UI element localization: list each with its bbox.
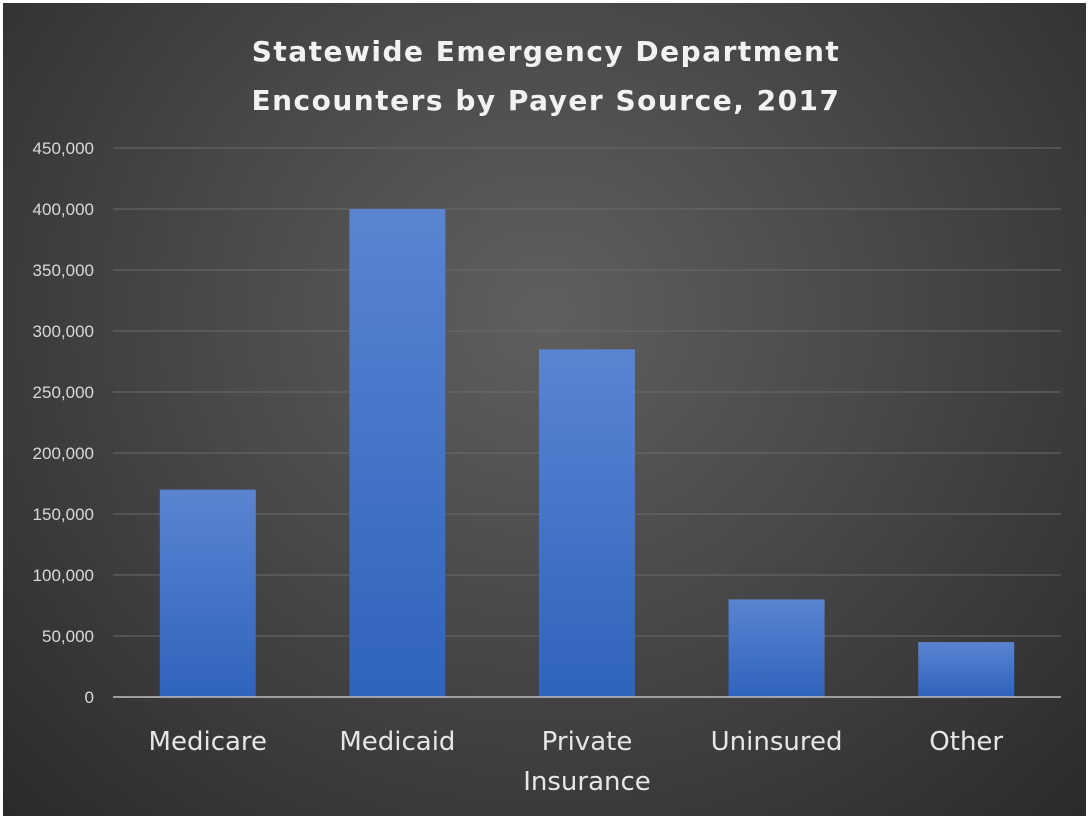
y-tick-label: 450,000	[33, 139, 94, 158]
y-tick-label: 50,000	[42, 627, 94, 646]
x-category-label: Uninsured	[711, 727, 843, 757]
chart-title: Statewide Emergency Department Encounter…	[251, 35, 841, 117]
y-tick-label: 350,000	[33, 261, 94, 280]
bar-medicare	[159, 489, 256, 697]
bar-other	[918, 642, 1015, 697]
chart-title-line-2: Encounters by Payer Source, 2017	[251, 84, 840, 117]
x-category-label: Medicare	[149, 727, 268, 757]
y-tick-label: 150,000	[33, 505, 94, 524]
y-axis-tick-labels: 0 50,000 100,000 150,000 200,000 250,000 300,0…	[33, 139, 94, 707]
bar-uninsured	[728, 599, 825, 697]
x-category-label: Private Insurance	[523, 727, 651, 797]
x-category-label: Other	[929, 727, 1003, 757]
y-tick-label: 200,000	[33, 444, 94, 463]
y-tick-label: 100,000	[33, 566, 94, 585]
y-tick-label: 400,000	[33, 200, 94, 219]
x-axis-category-labels: Medicare Medicaid Private Insurance Uninsure…	[149, 727, 1004, 797]
bar-medicaid	[349, 209, 446, 697]
chart-area: Statewide Emergency Department Encounter…	[3, 3, 1086, 816]
bars	[159, 209, 1015, 697]
y-tick-label: 250,000	[33, 383, 94, 402]
x-category-label: Medicaid	[339, 727, 455, 757]
chart-title-line-1: Statewide Emergency Department	[252, 35, 841, 68]
y-tick-label: 300,000	[33, 322, 94, 341]
bar-private-insurance	[539, 349, 635, 697]
y-tick-label: 0	[85, 688, 94, 707]
bar-chart: Statewide Emergency Department Encounter…	[33, 35, 1061, 797]
